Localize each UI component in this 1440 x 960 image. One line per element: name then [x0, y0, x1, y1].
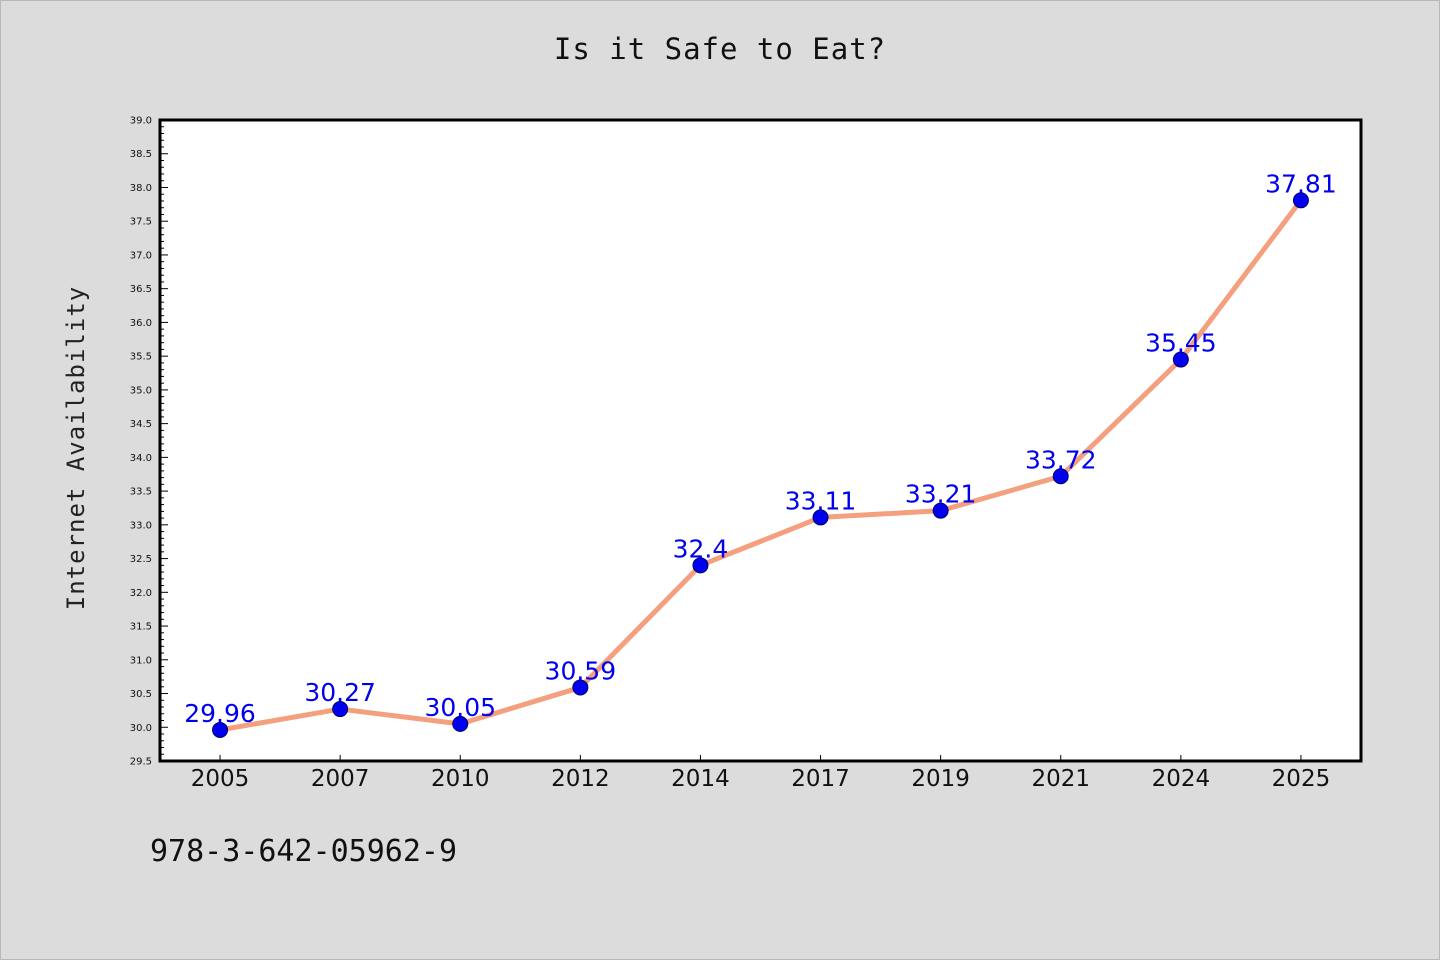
data-point	[1172, 351, 1189, 368]
isbn-footnote: 978-3-642-05962-9	[150, 834, 458, 869]
data-label: 30.05	[424, 693, 496, 722]
y-tick-label: 34.0	[130, 453, 152, 464]
data-point	[452, 715, 469, 732]
y-tick-label: 30.0	[130, 723, 152, 734]
data-label: 30.59	[545, 656, 617, 685]
y-tick-label: 34.5	[130, 419, 152, 430]
x-tick-label: 2017	[791, 766, 850, 792]
y-tick-label: 32.5	[130, 554, 152, 565]
data-point	[1292, 192, 1309, 209]
y-tick-label: 39.0	[130, 116, 152, 127]
x-tick-label: 2021	[1031, 766, 1090, 792]
y-tick-label: 35.0	[130, 385, 152, 396]
series-line	[217, 197, 1304, 733]
y-tick-label: 31.0	[130, 655, 152, 666]
y-tick-label: 38.0	[130, 183, 152, 194]
x-tick-label: 2025	[1272, 766, 1331, 792]
data-label: 33.11	[785, 486, 857, 515]
plot-area	[158, 118, 1363, 763]
x-tick-label: 2019	[911, 766, 970, 792]
data-label: 37.81	[1265, 169, 1337, 198]
data-label: 32.4	[673, 534, 729, 563]
y-tick-label: 29.5	[130, 757, 152, 768]
y-tick-label: 32.0	[130, 588, 152, 599]
data-point	[692, 557, 709, 574]
data-label: 33.21	[905, 480, 977, 509]
x-tick-label: 2012	[551, 766, 610, 792]
y-tick-label: 33.0	[130, 520, 152, 531]
data-point	[932, 502, 949, 519]
data-label: 35.45	[1145, 329, 1217, 358]
data-point	[212, 721, 229, 738]
y-tick-label: 30.5	[130, 689, 152, 700]
x-tick-label: 2005	[191, 766, 250, 792]
x-tick-label: 2010	[431, 766, 490, 792]
y-tick-label: 36.5	[130, 284, 152, 295]
y-tick-label: 36.0	[130, 318, 152, 329]
chart-title: Is it Safe to Eat?	[553, 32, 887, 66]
x-tick-label: 2024	[1152, 766, 1211, 792]
y-tick-label: 38.5	[130, 149, 152, 160]
y-tick-label: 31.5	[130, 622, 152, 633]
data-point	[1052, 468, 1069, 485]
data-label: 29.96	[184, 699, 256, 728]
y-tick-label: 33.5	[130, 487, 152, 498]
data-label: 30.27	[304, 678, 376, 707]
data-point	[812, 509, 829, 526]
data-point	[572, 679, 589, 696]
y-tick-label: 37.5	[130, 217, 152, 228]
data-label: 33.72	[1025, 445, 1097, 474]
data-point	[332, 701, 349, 718]
y-tick-label: 37.0	[130, 250, 152, 261]
x-tick-label: 2007	[311, 766, 370, 792]
x-tick-label: 2014	[671, 766, 730, 792]
y-tick-label: 35.5	[130, 352, 152, 363]
